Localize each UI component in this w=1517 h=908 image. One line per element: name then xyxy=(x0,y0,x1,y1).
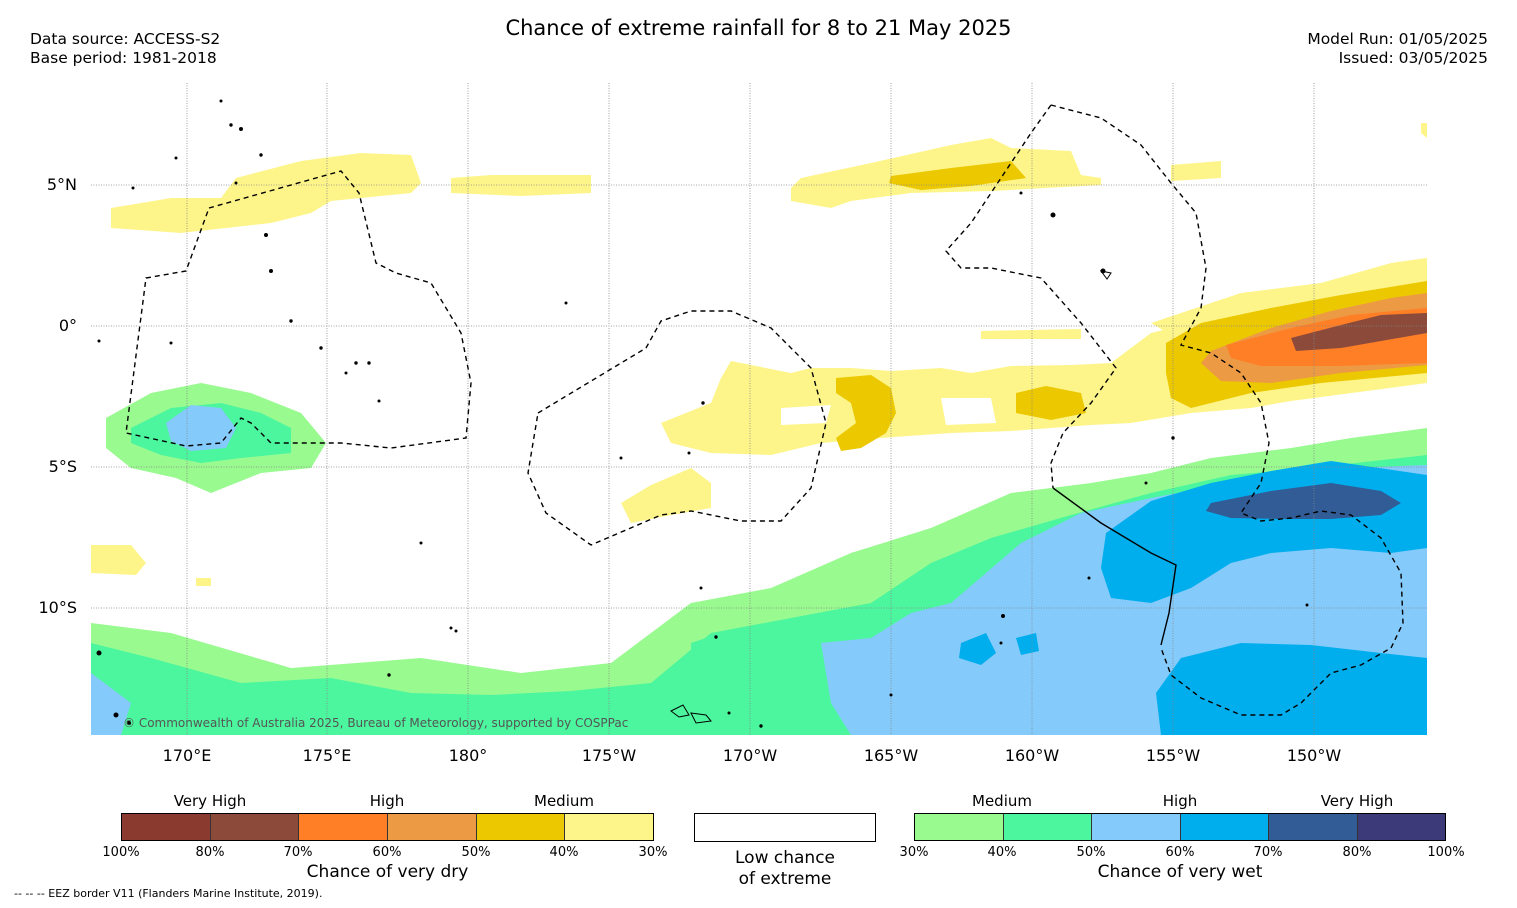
wet-swatch xyxy=(1092,814,1181,840)
data-source: Data source: ACCESS-S2 xyxy=(30,30,221,48)
low-chance-swatch xyxy=(694,813,876,842)
wet-swatch xyxy=(1180,814,1269,840)
dry-band-very-high: Very High xyxy=(173,792,247,810)
eez-borders xyxy=(125,104,1404,716)
dry-medium-north4 xyxy=(1171,161,1221,181)
dry-tick: 50% xyxy=(461,845,491,860)
copyright-notice: © Commonwealth of Australia 2025, Bureau… xyxy=(123,716,629,730)
dry-swatch xyxy=(299,814,389,840)
dry-swatch xyxy=(122,814,211,840)
dry-medium-spot2 xyxy=(981,329,1081,339)
dry-extreme-east xyxy=(1291,313,1427,351)
dry-tick: 80% xyxy=(195,845,225,860)
dry-swatch xyxy=(565,814,654,840)
lat-label-0: 0° xyxy=(58,316,77,335)
wet-band-medium: Medium xyxy=(972,792,1032,810)
wet-band-very-high: Very High xyxy=(1320,792,1394,810)
run-info: Model Run: 01/05/2025 Issued: 03/05/2025 xyxy=(1307,30,1488,68)
wet-colorbar xyxy=(914,813,1446,841)
dry-tick: 70% xyxy=(283,845,313,860)
eez-border-note: -- -- -- EEZ border V11 (Flanders Marine… xyxy=(14,887,323,900)
wet-vhigh-left xyxy=(166,405,236,451)
lon-label-150w: 150°W xyxy=(1286,746,1342,765)
low-chance-line2: of extreme xyxy=(738,869,832,889)
low-chance-label: Low chance of extreme xyxy=(694,848,876,890)
dry-high-north xyxy=(889,161,1026,190)
lon-label-175w: 175°W xyxy=(581,746,637,765)
dry-medium-north xyxy=(111,153,421,233)
island-outline xyxy=(670,270,1112,724)
dry-medium-spot3 xyxy=(1421,123,1427,138)
wet-vhigh-patch2 xyxy=(1016,633,1039,655)
dry-band-high: High xyxy=(369,792,405,810)
base-period: Base period: 1981-2018 xyxy=(30,49,217,67)
wet-swatch xyxy=(1003,814,1092,840)
data-info: Data source: ACCESS-S2 Base period: 1981… xyxy=(30,30,220,68)
lon-label-175e: 175°E xyxy=(302,746,352,765)
dry-swatch xyxy=(210,814,300,840)
wet-tick: 80% xyxy=(1342,845,1372,860)
lon-label-155w: 155°W xyxy=(1145,746,1201,765)
wet-vhigh-band xyxy=(91,465,1427,735)
wet-swatch xyxy=(915,814,1004,840)
dry-high-central2 xyxy=(1016,386,1086,420)
dry-medium-south2 xyxy=(91,545,146,575)
wet-band-high: High xyxy=(1162,792,1198,810)
dry-medium-south1 xyxy=(621,468,711,523)
dry-legend-title: Chance of very dry xyxy=(306,862,469,882)
lat-label-10s: 10°S xyxy=(38,598,77,617)
wet-swatch xyxy=(1357,814,1445,840)
dry-swatch xyxy=(388,814,477,840)
dry-tick: 30% xyxy=(638,845,668,860)
lat-label-5n: 5°N xyxy=(46,175,77,194)
wet-vhigh-patch1 xyxy=(959,633,996,665)
low-chance-hole xyxy=(781,398,996,425)
wet-tick: 100% xyxy=(1427,845,1465,860)
dry-swatch xyxy=(476,814,566,840)
lon-label-170e: 170°E xyxy=(162,746,212,765)
dry-medium-spot1 xyxy=(196,578,211,586)
maritime-boundary xyxy=(1052,487,1177,646)
lon-label-160w: 160°W xyxy=(1004,746,1060,765)
wet-swatch xyxy=(1269,814,1358,840)
lat-label-5s: 5°S xyxy=(48,457,77,476)
model-run: Model Run: 01/05/2025 xyxy=(1307,30,1488,48)
wet-tick: 40% xyxy=(987,845,1017,860)
dry-tick: 100% xyxy=(102,845,140,860)
dry-tick: 60% xyxy=(372,845,402,860)
lon-label-165w: 165°W xyxy=(863,746,919,765)
map-title: Chance of extreme rainfall for 8 to 21 M… xyxy=(505,16,1012,40)
wet-tick: 60% xyxy=(1165,845,1195,860)
issued-date: Issued: 03/05/2025 xyxy=(1338,49,1488,67)
dry-band-medium: Medium xyxy=(534,792,594,810)
wet-vhigh-cyan xyxy=(1101,461,1427,735)
wet-tick: 70% xyxy=(1253,845,1283,860)
dry-tick: 40% xyxy=(549,845,579,860)
dry-colorbar xyxy=(121,813,654,841)
wet-high-island xyxy=(691,633,741,671)
graticule xyxy=(91,83,1427,735)
rainfall-map xyxy=(91,83,1427,735)
low-chance-line1: Low chance xyxy=(735,848,835,868)
lon-label-170w: 170°W xyxy=(722,746,778,765)
wet-tick: 50% xyxy=(1076,845,1106,860)
lon-label-180: 180° xyxy=(448,746,488,765)
dry-medium-north2 xyxy=(451,175,591,196)
dry-high-central xyxy=(836,375,896,451)
wet-legend-title: Chance of very wet xyxy=(1097,862,1263,882)
wet-tick: 30% xyxy=(899,845,929,860)
wet-dark-blue xyxy=(1206,483,1401,519)
